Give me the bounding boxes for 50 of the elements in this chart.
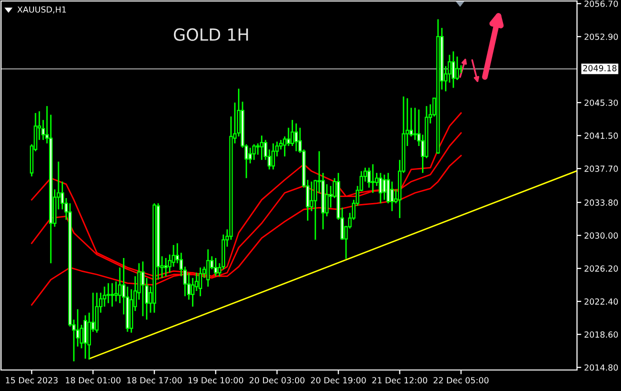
x-tick-label: 21 Dec 12:00 (372, 377, 428, 384)
candlestick (248, 147, 252, 164)
y-tick-label: 2014.80 (584, 364, 618, 371)
candlestick (164, 257, 168, 277)
candlestick (114, 280, 118, 302)
candlestick (294, 122, 298, 152)
candlestick (110, 282, 114, 308)
x-tick-label: 20 Dec 03:00 (250, 377, 304, 384)
ref-line-label: 2049.18 (583, 65, 616, 72)
candlestick (390, 180, 394, 212)
candlestick (206, 248, 210, 288)
y-tick-label: 2052.90 (584, 34, 618, 40)
x-tick-label: 20 Dec 19:00 (310, 377, 366, 384)
x-tick-label: 18 Dec 17:00 (127, 377, 182, 384)
x-tick-label: 18 Dec 01:00 (66, 377, 120, 384)
candlestick (256, 142, 260, 156)
candlestick (84, 314, 88, 360)
candlestick (452, 50, 456, 89)
y-tick-label: 2030.00 (584, 232, 618, 239)
y-tick-label: 2018.60 (584, 331, 618, 338)
y-tick-label: 2022.40 (584, 298, 618, 305)
candlestick (378, 172, 382, 204)
candlestick (371, 164, 375, 194)
candlestick (190, 277, 194, 308)
annotation: XAUUSD,H1 (17, 6, 66, 14)
text: GOLD 1H (174, 28, 248, 41)
y-tick-label: 2045.30 (584, 100, 618, 106)
y-tick-label: 2026.20 (584, 265, 618, 272)
candlestick (290, 119, 294, 147)
candlestick (271, 142, 275, 170)
candlestick (214, 257, 218, 277)
candlestick (413, 107, 417, 141)
y-tick-label: 2033.80 (584, 199, 618, 206)
candlestick (260, 134, 264, 161)
y-tick-label: 2037.70 (584, 166, 618, 172)
candlestick (198, 266, 202, 297)
y-tick-label: 2056.70 (584, 0, 618, 7)
candlestick (141, 260, 145, 317)
x-tick-label: 19 Dec 10:00 (188, 377, 244, 384)
candlestick (106, 282, 110, 304)
x-tick-label: 22 Dec 05:00 (434, 377, 488, 384)
candlestick (95, 292, 99, 334)
candlestick (455, 56, 459, 81)
candlestick (252, 144, 256, 161)
candlestick (325, 184, 329, 218)
candlestick (286, 127, 290, 147)
candlestick (382, 174, 386, 201)
y-tick-label: 2041.50 (584, 132, 618, 139)
x-tick-label: 15 Dec 2023 (6, 377, 58, 384)
candlestick (118, 266, 122, 304)
